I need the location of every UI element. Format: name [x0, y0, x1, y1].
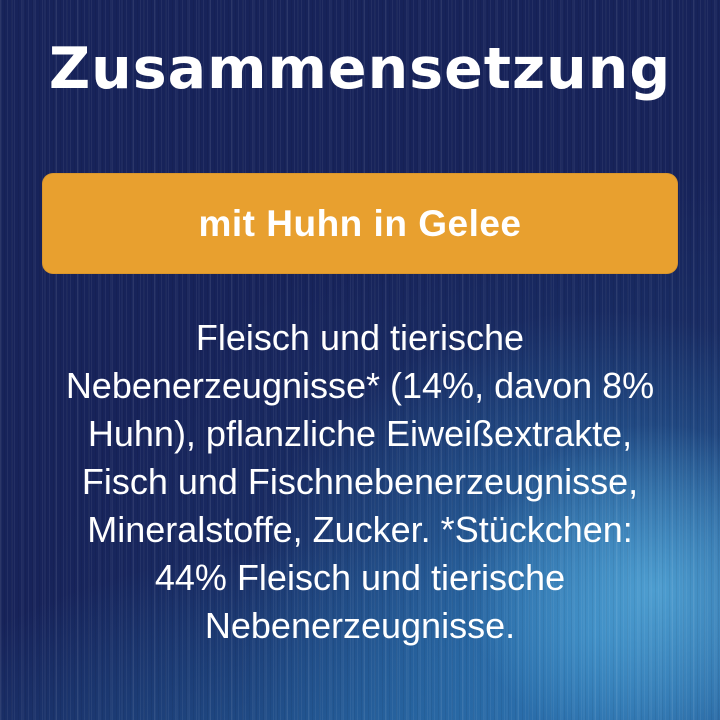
variant-banner-label: mit Huhn in Gelee	[198, 202, 522, 244]
variant-banner: mit Huhn in Gelee	[42, 173, 678, 274]
composition-text: Fleisch und tierische Nebenerzeugnisse* …	[65, 317, 655, 646]
section-title: Zusammensetzung	[48, 36, 672, 102]
